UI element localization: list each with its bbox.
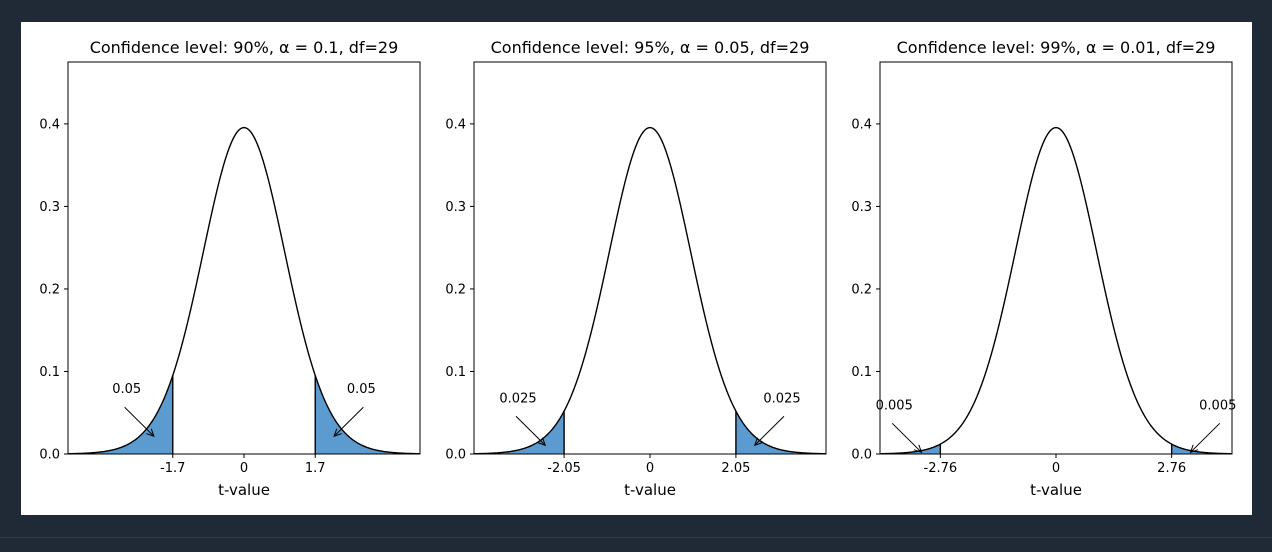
t-distribution-curve [879,126,1233,455]
x-tick-label: -2.76 [924,461,958,476]
y-tick-label: 0.0 [445,448,466,463]
subplot-2: Confidence level: 95%, α = 0.05, df=29 0.… [445,38,827,499]
left-tail-arrowhead [537,437,547,447]
y-tick-label: 0.3 [39,200,60,215]
y-tick-label: 0.2 [445,282,466,297]
left-tail-area [474,411,565,454]
x-axis-label: t-value [1030,481,1082,499]
left-tail-area [880,444,941,454]
x-tick-label: -2.05 [547,461,581,476]
y-tick-label: 0.3 [851,200,872,215]
x-tick-label: 2.76 [1157,461,1186,476]
x-axis-label: t-value [218,481,270,499]
x-tick-label: 0 [646,461,654,476]
t-distribution-curve [473,126,827,455]
right-tail-arrow [1190,422,1221,453]
left-tail-arrow [124,406,155,437]
y-tick-label: 0.4 [39,117,60,132]
right-tail-area [1171,444,1232,454]
y-tick-label: 0.4 [445,117,466,132]
y-tick-label: 0.4 [851,117,872,132]
left-tail-arrowhead [146,428,155,438]
chart-title: Confidence level: 99%, α = 0.01, df=29 [897,38,1216,57]
y-tick-label: 0.0 [851,448,872,463]
y-tick-label: 0.1 [851,365,872,380]
right-tail-arrowhead [753,437,763,447]
charts-figure: Confidence level: 90%, α = 0.1, df=29 0.0… [39,38,1236,499]
x-tick-label: 0 [240,461,248,476]
right-tail-label: 0.05 [347,382,376,397]
subplot-1: Confidence level: 90%, α = 0.1, df=29 0.0… [39,38,421,499]
left-tail-label: 0.025 [499,391,536,406]
chart-title: Confidence level: 90%, α = 0.1, df=29 [90,38,399,57]
left-tail-arrow [891,422,922,453]
bottom-divider [0,537,1272,538]
chart-title: Confidence level: 95%, α = 0.05, df=29 [491,38,810,57]
left-tail-arrowhead [913,444,923,454]
left-tail-label: 0.05 [112,382,141,397]
y-tick-label: 0.1 [39,365,60,380]
left-tail-arrow [515,415,546,446]
y-tick-label: 0.2 [39,282,60,297]
right-tail-arrowhead [333,428,342,438]
subplot-3: Confidence level: 99%, α = 0.01, df=29 0.… [851,38,1236,499]
figure-panel: Confidence level: 90%, α = 0.1, df=29 0.0… [21,22,1252,515]
x-tick-label: 0 [1052,461,1060,476]
right-tail-label: 0.025 [763,391,800,406]
right-tail-arrowhead [1189,444,1199,454]
y-tick-label: 0.1 [445,365,466,380]
x-tick-label: -1.7 [160,461,185,476]
axes-frame [879,61,1233,455]
t-distribution-curve [67,126,421,455]
left-tail-area [68,375,173,454]
left-tail-label: 0.005 [876,398,913,413]
right-tail-area [735,411,826,454]
y-tick-label: 0.3 [445,200,466,215]
y-tick-label: 0.0 [39,448,60,463]
right-tail-area [315,375,420,454]
right-tail-arrow [333,406,364,437]
x-axis-label: t-value [624,481,676,499]
x-tick-label: 1.7 [305,461,326,476]
right-tail-label: 0.005 [1199,398,1236,413]
right-tail-arrow [754,415,785,446]
x-tick-label: 2.05 [721,461,750,476]
y-tick-label: 0.2 [851,282,872,297]
